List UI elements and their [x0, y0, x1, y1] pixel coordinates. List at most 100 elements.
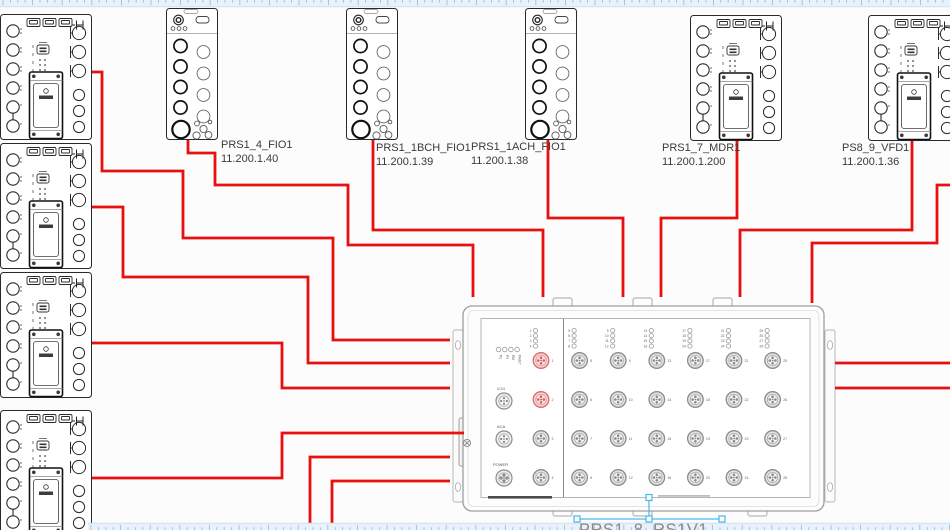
switch-port-4[interactable]	[532, 469, 550, 486]
switch-port-16[interactable]	[648, 469, 666, 486]
left-device-2[interactable]	[0, 142, 93, 270]
port-number: 15	[667, 437, 671, 441]
ethernet-cable[interactable]	[738, 139, 914, 297]
ethernet-cable[interactable]	[186, 138, 475, 297]
switch-port-12[interactable]	[609, 469, 627, 486]
switch-port-14[interactable]	[648, 391, 666, 408]
port-led	[764, 338, 770, 344]
led-label: RM	[511, 355, 515, 360]
device-ip: 11.200.1.36	[842, 155, 900, 168]
port-led-number: 1	[530, 329, 532, 333]
switch-port-28[interactable]	[764, 469, 782, 486]
device-ip: 11.200.1.38	[471, 154, 529, 167]
port-led-number: 12	[605, 344, 609, 348]
device-label[interactable]: PRS1_1BCH_FIO1 11.200.1.39	[376, 142, 471, 169]
switch-port-10[interactable]	[609, 391, 627, 408]
port-led	[610, 327, 616, 333]
switch-port-15[interactable]	[648, 430, 666, 447]
ruler-top	[0, 0, 950, 8]
connector-ACA[interactable]	[495, 430, 513, 448]
device-label[interactable]: PRS1_7_MDR1 11.200.1.200	[662, 142, 740, 169]
port-number: 4	[552, 476, 554, 480]
device-PRS1_7_MDR1[interactable]	[689, 14, 783, 142]
device-PRS1_1BCH_FIO1[interactable]	[345, 7, 399, 141]
switch-port-17[interactable]	[686, 352, 704, 369]
ethernet-cable[interactable]	[86, 205, 450, 365]
left-device-1[interactable]	[0, 13, 93, 141]
port-number: 26	[783, 398, 787, 402]
switch-port-11[interactable]	[609, 430, 627, 447]
switch-port-2[interactable]	[532, 391, 550, 408]
port-led-number: 15	[644, 339, 648, 343]
port-led	[648, 333, 654, 339]
switch-port-18[interactable]	[686, 391, 704, 408]
device-PS8_9_VFD1[interactable]	[867, 14, 950, 142]
device-label[interactable]: PS8_9_VFD1 11.200.1.36	[842, 142, 909, 169]
ethernet-cable[interactable]	[330, 479, 450, 530]
switch-port-26[interactable]	[764, 391, 782, 408]
v24-label: V.24	[497, 386, 506, 391]
port-led	[764, 327, 770, 333]
left-device-4[interactable]	[0, 409, 93, 530]
port-led	[687, 338, 693, 344]
ethernet-cable[interactable]	[86, 341, 450, 390]
selected-device-label-text: PRS1_8_RS1V1	[579, 521, 708, 530]
switch-port-13[interactable]	[648, 352, 666, 369]
port-number: 28	[783, 476, 787, 480]
port-led	[687, 333, 693, 339]
switch-port-20[interactable]	[686, 469, 704, 486]
port-number: 20	[706, 476, 710, 480]
device-name: PRS1_4_FIO1	[221, 139, 293, 151]
switch-port-25[interactable]	[764, 352, 782, 369]
switch-port-23[interactable]	[725, 430, 743, 447]
port-number: 13	[667, 359, 671, 363]
device-PRS1_4_FIO1[interactable]	[165, 7, 219, 141]
switch-port-24[interactable]	[725, 469, 743, 486]
left-device-3[interactable]	[0, 271, 93, 399]
connector-V.24[interactable]	[495, 392, 513, 410]
device-label[interactable]: PRS1_4_FIO1 11.200.1.40	[221, 139, 293, 166]
port-number: 23	[745, 437, 749, 441]
selected-device-label[interactable]: PRS1_8_RS1V1	[579, 520, 721, 530]
selection-handles[interactable]	[573, 493, 726, 523]
port-number: 27	[783, 437, 787, 441]
device-ip: 11.200.1.39	[376, 155, 434, 168]
port-number: 25	[783, 359, 787, 363]
connector-POWER[interactable]	[495, 469, 513, 487]
port-led-number: 13	[644, 329, 648, 333]
switch-port-6[interactable]	[571, 391, 589, 408]
port-led-number: 3	[530, 339, 532, 343]
switch-port-21[interactable]	[725, 352, 743, 369]
port-led-number: 19	[682, 339, 686, 343]
port-number: 10	[629, 398, 633, 402]
device-name: PRS1_7_MDR1	[662, 142, 741, 154]
managed-switch[interactable]: P1 P2 RM FAULT V.24 ACA POWER 1122334455…	[452, 297, 836, 517]
switch-port-7[interactable]	[571, 430, 589, 447]
port-led-number: 9	[607, 329, 609, 333]
port-led-number: 18	[682, 334, 686, 338]
ethernet-cable[interactable]	[86, 431, 464, 480]
device-ip: 11.200.1.40	[221, 152, 279, 165]
port-number: 6	[590, 398, 592, 402]
ethernet-cable[interactable]	[86, 70, 450, 342]
switch-port-22[interactable]	[725, 391, 743, 408]
port-number: 16	[667, 476, 671, 480]
switch-port-1[interactable]	[532, 352, 550, 369]
device-label[interactable]: PRS1_1ACH_FIO1 11.200.1.38	[471, 141, 566, 168]
port-led-number: 23	[721, 339, 725, 343]
ethernet-cable[interactable]	[659, 139, 739, 297]
switch-port-27[interactable]	[764, 430, 782, 447]
switch-port-5[interactable]	[571, 352, 589, 369]
port-led	[726, 338, 732, 344]
ethernet-cable[interactable]	[308, 455, 450, 530]
device-PRS1_1ACH_FIO1[interactable]	[524, 7, 578, 141]
switch-port-19[interactable]	[686, 430, 704, 447]
port-led	[610, 343, 616, 349]
ethernet-cable[interactable]	[371, 138, 545, 297]
switch-port-8[interactable]	[571, 469, 589, 486]
switch-port-3[interactable]	[532, 430, 550, 447]
switch-port-9[interactable]	[609, 352, 627, 369]
ethernet-cable[interactable]	[546, 138, 625, 297]
ethernet-cable[interactable]	[810, 183, 950, 303]
